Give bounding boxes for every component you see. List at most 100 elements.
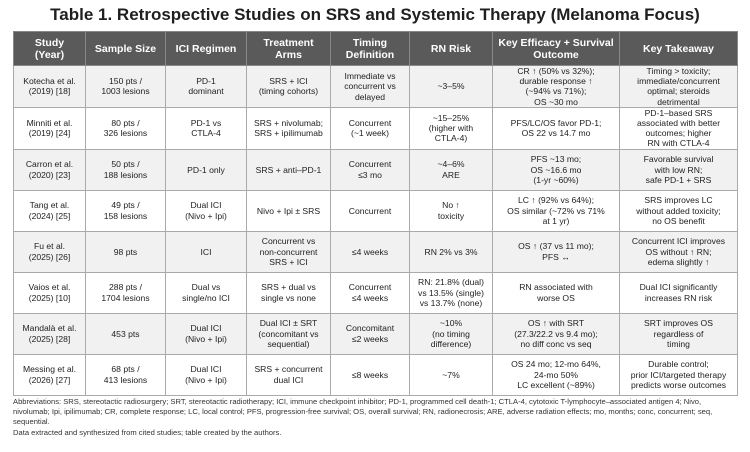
- cell-line: regardless of: [653, 328, 704, 339]
- table-cell: Dual ICI (Nivo + Ipi): [165, 353, 247, 396]
- table-cell: 68 pts /413 lesions: [85, 353, 166, 396]
- study-cell: Fu et al. (2025) [26]: [13, 230, 86, 273]
- cell-line: predicts worse outcomes: [630, 379, 727, 390]
- cell-line: single vs none: [261, 292, 316, 303]
- cell-line: sequential): [267, 338, 310, 349]
- cell-line: ~4–6%: [437, 159, 465, 170]
- table-cell: Concomitant ≤2 weeks: [330, 312, 410, 355]
- cell-line: Concurrent: [348, 118, 392, 129]
- column-header: Timing Definition: [330, 31, 410, 66]
- table-cell: PFS ~13 mo; OS ~16.6 mo (1-yr ~60%): [492, 148, 620, 191]
- cell-line: prior ICI/targeted therapy: [630, 369, 727, 380]
- cell-line: Concurrent: [348, 282, 392, 293]
- cell-line: ≤4 weeks: [351, 292, 389, 303]
- table-cell: Dual ICI significantly increases RN risk: [619, 271, 738, 314]
- cell-line: Dual ICI significantly: [639, 282, 718, 293]
- cell-line: ≤4 weeks: [351, 246, 389, 257]
- cell-line: RN Risk: [430, 42, 472, 55]
- column-header: Study (Year): [13, 31, 86, 66]
- cell-line: vs 13.5% (single): [418, 287, 484, 298]
- cell-line: Concurrent: [348, 205, 392, 216]
- cell-line: ≤3 mo: [358, 169, 382, 180]
- cell-line: Dual ICI: [190, 364, 222, 375]
- cell-line: (2020) [23]: [28, 169, 71, 180]
- table-row: Messing et al. (2026) [27] 68 pts /413 les…: [13, 353, 738, 396]
- cell-line: delayed: [354, 91, 386, 102]
- cell-line: OS ↑ with SRT: [527, 318, 585, 329]
- cell-line: Key Takeaway: [642, 42, 715, 55]
- cell-line: associated with better: [636, 118, 721, 129]
- cell-line: Dual vs: [191, 282, 221, 293]
- cell-line: SRS + anti–PD-1: [255, 164, 322, 175]
- table-cell: 80 pts /326 lesions: [85, 106, 166, 150]
- table: Study (Year) Sample Size ICI Regimen Treatme…: [13, 31, 738, 396]
- cell-line: (2025) [28]: [28, 333, 71, 344]
- table-cell: RN associated with worse OS: [492, 271, 620, 314]
- table-cell: Immediate vs concurrent vs delayed: [330, 65, 410, 108]
- column-header: RN Risk: [409, 31, 493, 66]
- table-row: Minniti et al. (2019) [24] 80 pts /326 les…: [13, 106, 738, 150]
- cell-line: (concomitant vs: [258, 328, 319, 339]
- study-cell: Carron et al. (2020) [23]: [13, 148, 86, 191]
- cell-line: Dual ICI: [190, 200, 222, 211]
- cell-line: RN: 21.8% (dual): [418, 277, 484, 288]
- table-cell: ICI: [165, 230, 247, 273]
- cell-line: OS ~30 mo: [534, 96, 578, 107]
- cell-line: ARE: [442, 169, 460, 180]
- cell-line: 158 lesions: [103, 210, 148, 221]
- cell-line: 453 pts: [111, 328, 140, 339]
- cell-line: ~10%: [439, 318, 463, 329]
- column-header: Sample Size: [85, 31, 166, 66]
- cell-line: single/no ICI: [182, 292, 230, 303]
- cell-line: Tang et al.: [29, 200, 70, 211]
- cell-line: Concomitant: [345, 323, 395, 334]
- cell-line: Sample Size: [94, 42, 157, 55]
- cell-line: 188 lesions: [103, 169, 148, 180]
- cell-line: Durable control;: [648, 359, 709, 370]
- cell-line: PD-1: [196, 76, 216, 87]
- cell-line: at 1 yr): [542, 215, 570, 226]
- cell-line: ~3–5%: [437, 81, 465, 92]
- cell-line: 80 pts /: [111, 118, 140, 129]
- cell-line: ~7%: [442, 369, 460, 380]
- table-cell: SRS + nivolumab; SRS + ipilimumab: [246, 106, 331, 150]
- cell-line: Favorable survival: [643, 154, 714, 165]
- table-cell: 150 pts /1003 lesions: [85, 65, 166, 108]
- table-cell: Dual ICI ± SRT (concomitant vs sequential): [246, 312, 331, 355]
- table-cell: SRS + concurrent dual ICI: [246, 353, 331, 396]
- cell-line: Concurrent vs: [261, 236, 316, 247]
- table-row: Carron et al. (2020) [23] 50 pts /188 lesi…: [13, 148, 738, 191]
- column-header: Key Takeaway: [619, 31, 738, 66]
- table-row: Kotecha et al. (2019) [18] 150 pts /1003 l…: [13, 65, 738, 108]
- cell-line: (higher with: [428, 123, 474, 134]
- table-cell: RN 2% vs 3%: [409, 230, 493, 273]
- column-header: Treatment Arms: [246, 31, 331, 66]
- table-row: Vaios et al. (2025) [10] 288 pts /1704 les…: [13, 271, 738, 314]
- cell-line: toxicity: [437, 210, 465, 221]
- cell-line: Key Efficacy + Survival Outcome: [498, 36, 614, 61]
- cell-line: ≤8 weeks: [351, 369, 389, 380]
- cell-line: OS without ↑ RN;: [645, 246, 712, 257]
- footnotes: Abbreviations: SRS, stereotactic radiosu…: [13, 397, 737, 439]
- table-body: Kotecha et al. (2019) [18] 150 pts /1003 l…: [13, 65, 738, 396]
- table-cell: Concurrent ≤4 weeks: [330, 271, 410, 314]
- study-cell: Mandalà et al. (2025) [28]: [13, 312, 86, 355]
- table-cell: LC ↑ (92% vs 64%); OS similar (~72% vs 71…: [492, 189, 620, 232]
- cell-line: Timing > toxicity;: [646, 66, 711, 76]
- cell-line: no diff conc vs seq: [520, 338, 592, 349]
- cell-line: PFS/LC/OS favor PD-1;: [510, 118, 602, 129]
- study-cell: Vaios et al. (2025) [10]: [13, 271, 86, 314]
- cell-line: PD-1 vs: [190, 118, 222, 129]
- table-cell: Dual vs single/no ICI: [165, 271, 247, 314]
- table-cell: PD-1 only: [165, 148, 247, 191]
- table-cell: Dual ICI (Nivo + Ipi): [165, 312, 247, 355]
- column-header: ICI Regimen: [165, 31, 247, 66]
- cell-line: non-concurrent: [259, 246, 318, 257]
- cell-line: durable response ↑: [519, 76, 593, 87]
- cell-line: immediate/concurrent: [637, 76, 720, 87]
- cell-line: 150 pts /: [109, 76, 142, 87]
- cell-line: outcomes; higher: [645, 128, 712, 139]
- table-cell: SRS + ICI (timing cohorts): [246, 65, 331, 108]
- cell-line: PD-1–based SRS: [644, 107, 713, 118]
- cell-line: Timing: [352, 36, 388, 49]
